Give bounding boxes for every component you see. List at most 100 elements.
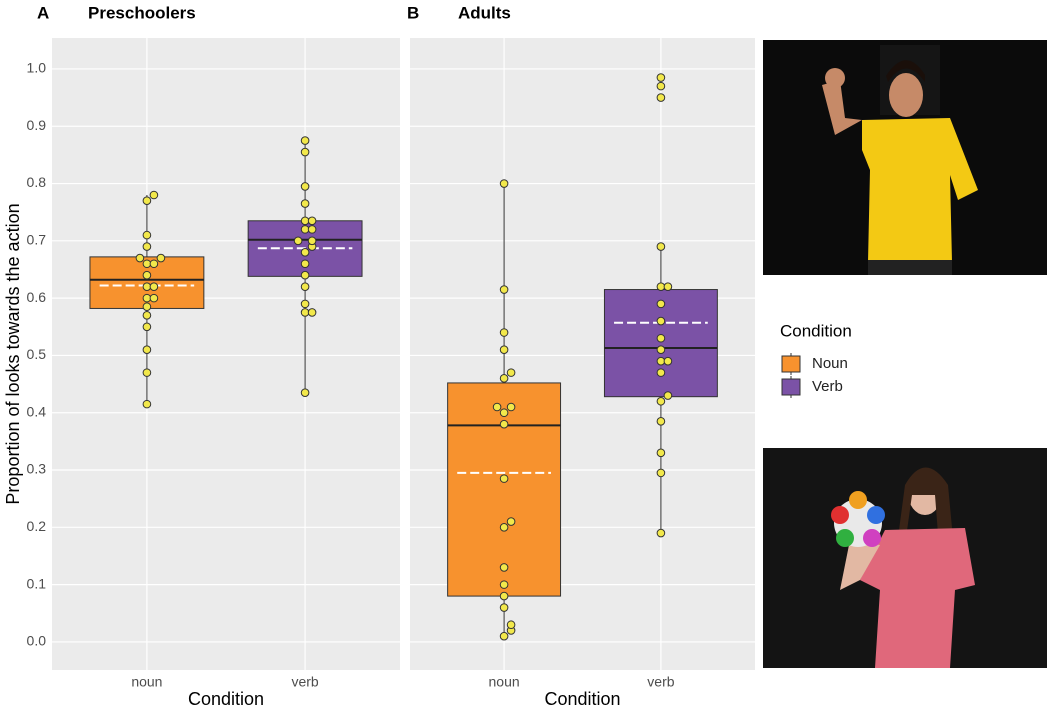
- data-point: [499, 580, 509, 589]
- data-point: [149, 282, 159, 291]
- data-point: [142, 259, 152, 269]
- data-point: [142, 196, 152, 206]
- legend: Condition Noun Verb: [780, 321, 852, 398]
- data-point: [499, 179, 509, 188]
- photo-bottom: [763, 448, 1047, 668]
- data-point: [663, 391, 673, 400]
- data-point: [300, 182, 310, 191]
- data-point: [506, 368, 516, 377]
- data-point: [300, 270, 310, 280]
- data-point: [656, 81, 666, 91]
- data-point: [499, 374, 509, 383]
- data-point: [142, 345, 152, 355]
- data-point: [135, 253, 145, 263]
- data-point: [656, 345, 666, 355]
- data-point: [142, 270, 152, 280]
- panel-title: Preschoolers: [88, 3, 196, 22]
- data-point: [307, 225, 317, 234]
- data-point: [656, 73, 666, 82]
- data-point: [499, 631, 509, 641]
- y-tick-label: 0.5: [27, 346, 47, 362]
- data-point: [656, 356, 666, 366]
- data-point: [142, 368, 152, 377]
- data-point: [300, 199, 310, 208]
- panel-background: [52, 38, 400, 670]
- data-point: [499, 345, 509, 355]
- data-point: [142, 293, 152, 303]
- y-tick-label: 1.0: [27, 60, 47, 76]
- data-point: [506, 620, 516, 630]
- data-point: [142, 322, 152, 332]
- data-point: [656, 417, 666, 426]
- x-tick-label: verb: [291, 674, 318, 690]
- data-point: [293, 236, 303, 246]
- data-point: [307, 308, 317, 317]
- data-point: [656, 368, 666, 377]
- data-point: [307, 216, 317, 226]
- y-tick-label: 0.0: [27, 633, 47, 649]
- data-point: [300, 308, 310, 317]
- data-point: [656, 333, 666, 343]
- data-point: [300, 225, 310, 234]
- legend-label: Noun: [812, 355, 848, 372]
- data-point: [499, 328, 509, 337]
- photo-top: [763, 40, 1047, 275]
- data-point: [506, 402, 516, 412]
- y-tick-label: 0.3: [27, 461, 47, 477]
- data-point: [300, 259, 310, 269]
- data-point: [142, 311, 152, 320]
- x-tick-label: noun: [489, 674, 520, 690]
- legend-swatch: [781, 355, 801, 373]
- x-tick-label: verb: [647, 674, 674, 690]
- data-point: [506, 517, 516, 526]
- x-axis-title: Condition: [544, 689, 620, 709]
- data-point: [499, 285, 509, 294]
- data-point: [663, 282, 673, 291]
- data-point: [656, 528, 666, 538]
- data-point: [300, 299, 310, 309]
- data-point: [656, 299, 666, 309]
- x-tick-label: noun: [131, 674, 162, 690]
- data-point: [142, 242, 152, 251]
- y-axis-title: Proportion of looks towards the action: [3, 203, 23, 504]
- data-point: [656, 316, 666, 326]
- data-point: [300, 136, 310, 145]
- data-point: [499, 603, 509, 612]
- legend-title: Condition: [780, 321, 852, 340]
- data-point: [142, 302, 152, 312]
- y-tick-label: 0.1: [27, 575, 47, 591]
- data-point: [300, 282, 310, 291]
- data-point: [499, 591, 509, 601]
- data-point: [492, 402, 502, 412]
- panel-label: B: [407, 3, 419, 22]
- data-point: [149, 190, 159, 200]
- data-point: [300, 247, 310, 257]
- panel-label: A: [37, 3, 49, 22]
- y-tick-label: 0.8: [27, 174, 47, 190]
- data-point: [142, 399, 152, 409]
- panel-title: Adults: [458, 3, 511, 22]
- data-point: [656, 448, 666, 458]
- data-point: [156, 253, 166, 263]
- data-point: [656, 468, 666, 478]
- data-point: [300, 388, 310, 397]
- data-point: [300, 147, 310, 157]
- data-point: [307, 236, 317, 246]
- box: [447, 382, 562, 597]
- y-tick-label: 0.4: [27, 403, 47, 419]
- data-point: [499, 408, 509, 418]
- x-axis-title: Condition: [188, 689, 264, 709]
- legend-label: Verb: [812, 378, 843, 395]
- data-point: [300, 216, 310, 226]
- data-point: [656, 282, 666, 291]
- data-point: [499, 523, 509, 532]
- data-point: [142, 230, 152, 240]
- data-point: [142, 282, 152, 291]
- y-tick-label: 0.2: [27, 518, 47, 534]
- data-point: [656, 396, 666, 406]
- legend-swatch: [781, 378, 801, 396]
- y-tick-label: 0.7: [27, 232, 47, 248]
- data-point: [499, 563, 509, 572]
- data-point: [499, 419, 509, 429]
